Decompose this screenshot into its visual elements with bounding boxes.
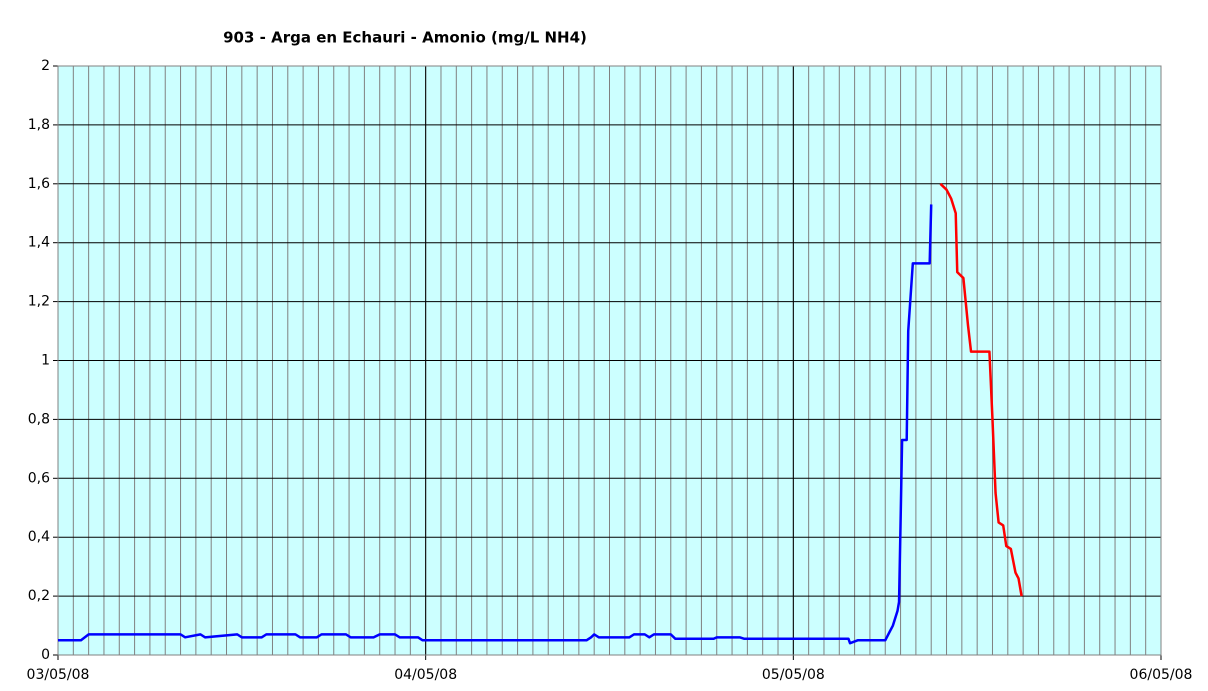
- y-tick-label: 0: [41, 647, 50, 663]
- y-tick-label: 1,6: [28, 176, 50, 192]
- plot-border: [57, 65, 1162, 656]
- y-tick-label: 0,6: [28, 470, 50, 486]
- x-tick-label: 06/05/08: [1130, 667, 1193, 683]
- y-tick-label: 1: [41, 353, 50, 369]
- x-tick-label: 04/05/08: [394, 667, 457, 683]
- y-tick-label: 1,8: [28, 117, 50, 133]
- y-tick-label: 0,4: [28, 529, 50, 545]
- x-tick-label: 03/05/08: [27, 667, 90, 683]
- y-tick-label: 1,2: [28, 294, 50, 310]
- x-tick-label: 05/05/08: [762, 667, 825, 683]
- chart-title: 903 - Arga en Echauri - Amonio (mg/L NH4…: [223, 29, 587, 47]
- y-tick-label: 0,8: [28, 411, 50, 427]
- y-tick-label: 2: [41, 58, 50, 74]
- data-line: [939, 182, 1023, 597]
- data-line: [58, 204, 933, 645]
- y-tick-label: 0,2: [28, 588, 50, 604]
- y-tick-label: 1,4: [28, 235, 50, 251]
